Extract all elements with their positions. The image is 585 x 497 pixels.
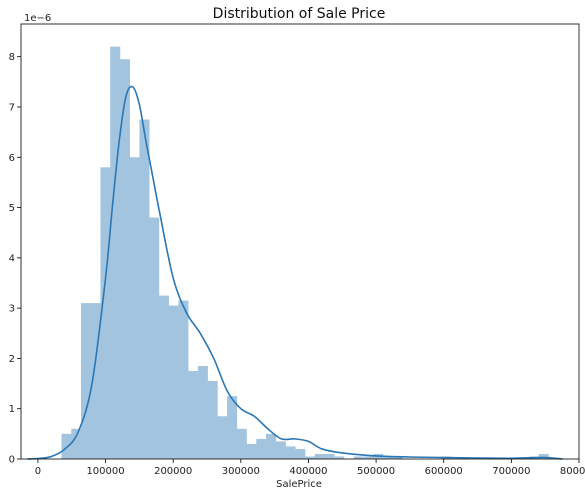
y-tick-label: 3: [9, 304, 15, 315]
histogram-bar: [149, 218, 159, 459]
histogram-bar: [62, 434, 72, 459]
x-tick-label: 100000: [86, 466, 124, 477]
histogram-bar: [169, 306, 179, 459]
x-axis-ticks: 0 100000 200000 300000 400000 500000 600000 700…: [35, 459, 585, 477]
histogram-bar: [71, 429, 81, 459]
x-tick-label: 700000: [492, 466, 530, 477]
y-tick-label: 7: [9, 102, 15, 113]
histogram-bar: [295, 449, 305, 459]
histogram-bar: [256, 439, 266, 459]
y-axis-ticks: 0 1 2 3 4 5 6 7 8: [9, 52, 21, 465]
y-tick-label: 6: [9, 153, 15, 164]
histogram-bar: [110, 47, 120, 459]
histogram-bar: [315, 454, 325, 459]
histogram-bar: [139, 120, 149, 459]
histogram-bar: [227, 396, 237, 459]
x-tick-label: 400000: [289, 466, 327, 477]
x-axis-label: SalePrice: [276, 479, 322, 490]
histogram-bar: [178, 301, 188, 459]
x-tick-label: 600000: [425, 466, 463, 477]
histogram-bar: [266, 434, 276, 459]
histogram-bar: [208, 381, 218, 459]
y-tick-label: 2: [9, 354, 15, 365]
y-tick-label: 0: [9, 455, 15, 466]
histogram-bar: [188, 371, 198, 459]
x-tick-label: 300000: [222, 466, 260, 477]
histogram-bar: [159, 296, 169, 459]
x-tick-label: 0: [35, 466, 41, 477]
histogram-bars: [62, 47, 549, 459]
y-tick-label: 1: [9, 404, 15, 415]
y-tick-label: 8: [9, 52, 15, 63]
y-axis-offset-label: 1e−6: [24, 13, 51, 24]
chart-title: Distribution of Sale Price: [213, 6, 386, 22]
histogram-bar: [198, 366, 208, 459]
x-tick-label: 800000: [560, 466, 585, 477]
y-tick-label: 4: [9, 253, 15, 264]
histogram-bar: [276, 441, 286, 459]
histogram-bar: [247, 444, 257, 459]
histogram-bar: [130, 157, 140, 459]
x-tick-label: 200000: [154, 466, 192, 477]
histogram-bar: [237, 429, 247, 459]
y-tick-label: 5: [9, 203, 15, 214]
histogram-bar: [81, 303, 91, 459]
histogram-bar: [217, 416, 227, 459]
histogram-bar: [286, 446, 296, 459]
histogram-bar: [324, 454, 334, 459]
x-tick-label: 500000: [357, 466, 395, 477]
